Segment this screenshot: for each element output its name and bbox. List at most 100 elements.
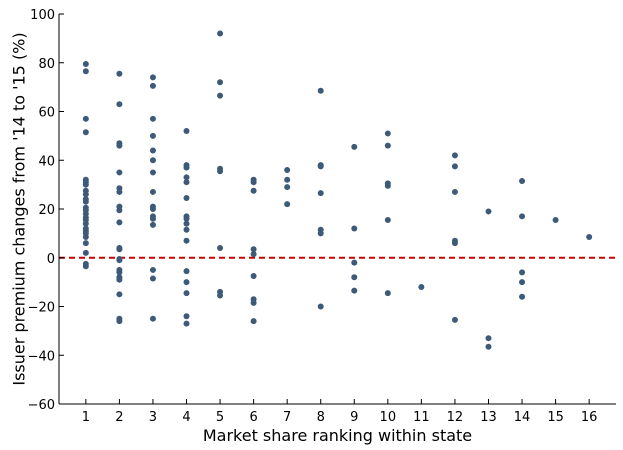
x-tick-label: 11 xyxy=(413,410,430,425)
data-point xyxy=(82,181,89,188)
data-point xyxy=(217,79,224,86)
data-point xyxy=(149,215,156,222)
data-point xyxy=(149,157,156,164)
x-tick-label: 10 xyxy=(380,410,397,425)
data-point xyxy=(384,290,391,297)
data-point xyxy=(82,191,89,198)
x-tick-label: 16 xyxy=(581,410,598,425)
data-point xyxy=(116,101,123,108)
data-point xyxy=(82,220,89,227)
data-point xyxy=(485,208,492,215)
plot-marks xyxy=(59,30,616,350)
data-point xyxy=(149,221,156,228)
data-point xyxy=(451,152,458,159)
y-tick-label: 20 xyxy=(38,203,55,218)
data-point xyxy=(82,198,89,205)
x-tick-label: 3 xyxy=(149,410,157,425)
x-tick-label: 5 xyxy=(216,410,224,425)
data-point xyxy=(250,246,257,253)
data-point xyxy=(317,303,324,310)
data-point xyxy=(351,274,358,281)
data-point xyxy=(519,293,526,300)
x-tick-label: 15 xyxy=(547,410,564,425)
data-point xyxy=(284,176,291,183)
x-tick-label: 4 xyxy=(182,410,190,425)
y-tick-label: −20 xyxy=(28,301,55,316)
data-point xyxy=(384,182,391,189)
data-point xyxy=(451,163,458,170)
x-tick-label: 1 xyxy=(82,410,90,425)
x-tick-label: 7 xyxy=(283,410,291,425)
data-point xyxy=(351,287,358,294)
data-point xyxy=(183,279,190,286)
data-point xyxy=(284,167,291,173)
data-point xyxy=(149,275,156,282)
y-tick-label: 0 xyxy=(47,252,55,267)
y-tick-label: −40 xyxy=(28,349,55,364)
x-tick-label: 6 xyxy=(249,410,257,425)
data-point xyxy=(183,195,190,202)
data-point xyxy=(116,219,123,226)
data-point xyxy=(250,273,257,280)
data-point xyxy=(217,168,224,175)
data-point xyxy=(116,318,123,325)
data-point xyxy=(149,188,156,195)
data-point xyxy=(250,187,257,194)
x-tick-label: 8 xyxy=(317,410,325,425)
data-point xyxy=(451,240,458,247)
data-point xyxy=(384,216,391,223)
data-point xyxy=(183,215,190,222)
data-point xyxy=(586,234,593,241)
data-point xyxy=(183,179,190,186)
data-point xyxy=(116,291,123,298)
data-point xyxy=(183,226,190,233)
y-axis-title: Issuer premium changes from '14 to '15 (… xyxy=(10,32,29,385)
data-point xyxy=(149,315,156,322)
data-point xyxy=(82,240,89,247)
data-point xyxy=(250,318,257,325)
x-axis-title: Market share ranking within state xyxy=(203,426,472,445)
data-point xyxy=(116,169,123,176)
data-point xyxy=(284,184,291,191)
data-point xyxy=(351,225,358,232)
data-point xyxy=(183,174,190,181)
data-point xyxy=(217,92,224,99)
data-point xyxy=(384,130,391,137)
data-point xyxy=(250,299,257,306)
data-point xyxy=(116,257,123,264)
x-tick-label: 13 xyxy=(480,410,497,425)
data-point xyxy=(82,249,89,256)
y-tick-label: 80 xyxy=(38,57,55,72)
data-point xyxy=(82,115,89,122)
y-tick-label: −60 xyxy=(28,398,55,413)
data-point xyxy=(149,147,156,154)
data-point xyxy=(149,74,156,81)
y-tick-label: 100 xyxy=(30,8,55,23)
x-tick-label: 12 xyxy=(447,410,464,425)
data-point xyxy=(317,163,324,170)
data-point xyxy=(149,169,156,176)
data-point xyxy=(116,276,123,283)
data-point xyxy=(217,30,224,37)
data-point xyxy=(183,290,190,297)
data-point xyxy=(149,132,156,139)
data-point xyxy=(217,245,224,251)
data-point xyxy=(384,142,391,149)
data-point xyxy=(149,266,156,273)
data-point xyxy=(183,220,190,227)
data-point xyxy=(451,316,458,323)
data-point xyxy=(183,268,190,275)
x-tick-label: 2 xyxy=(115,410,123,425)
data-point xyxy=(183,237,190,244)
data-point xyxy=(116,207,123,214)
data-point xyxy=(485,343,492,350)
data-point xyxy=(116,142,123,149)
data-point xyxy=(183,164,190,171)
x-tick-label: 14 xyxy=(514,410,531,425)
data-point xyxy=(149,82,156,89)
data-point xyxy=(317,87,324,94)
y-tick-label: 60 xyxy=(38,106,55,121)
